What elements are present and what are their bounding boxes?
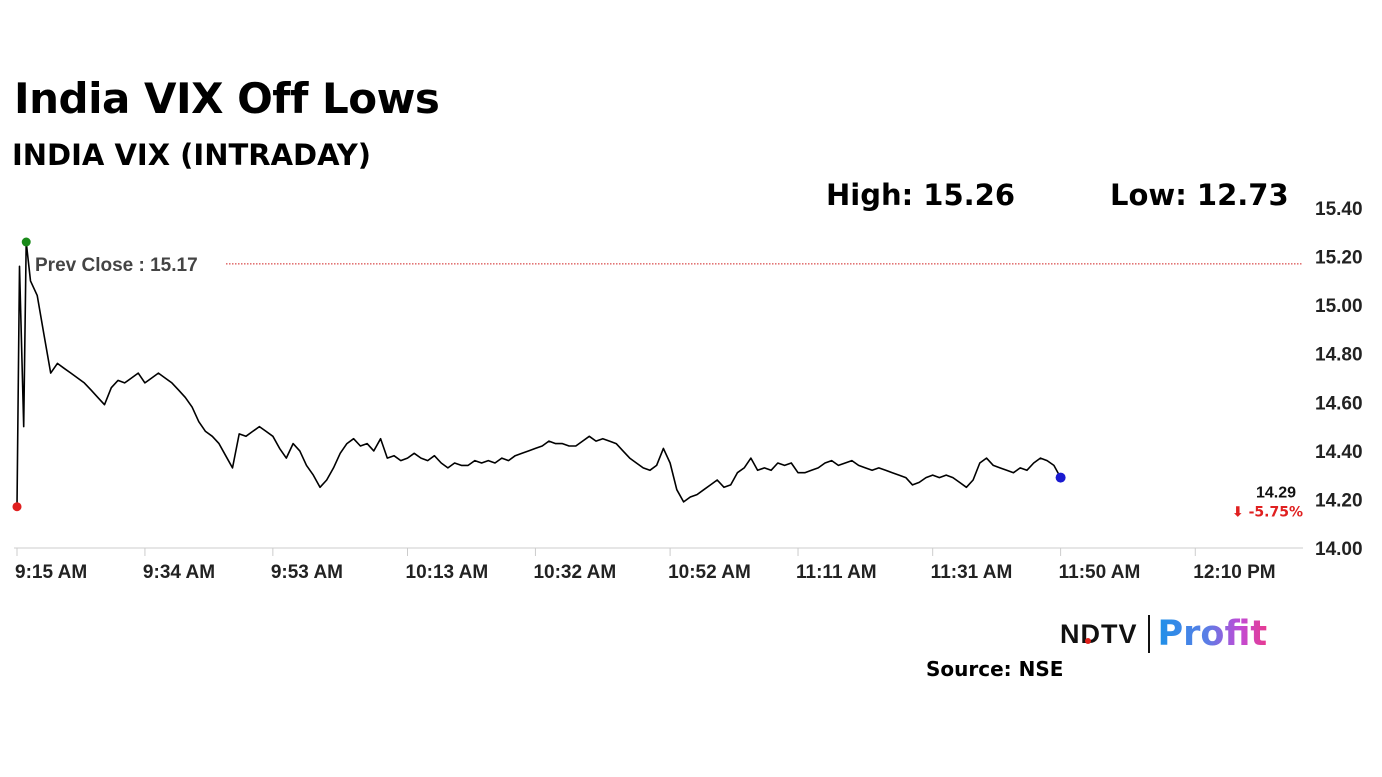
x-tick-label: 11:50 AM: [1059, 562, 1141, 583]
last-marker: [1055, 472, 1066, 483]
y-tick-label: 14.40: [1315, 442, 1363, 463]
x-tick-label: 10:32 AM: [533, 562, 616, 583]
y-tick-label: 14.60: [1315, 393, 1363, 414]
x-tick-label: 10:13 AM: [406, 562, 489, 583]
logo-red-dot: [1085, 637, 1091, 644]
logo-ndtv-text: NDTV: [1060, 618, 1138, 649]
prev-close-label: Prev Close : 15.17: [35, 255, 198, 276]
last-value-label: 14.29: [1256, 485, 1296, 502]
high-marker: [21, 237, 31, 247]
change-label: ⬇ -5.75%: [1232, 505, 1303, 521]
x-tick-label: 9:53 AM: [271, 562, 343, 583]
y-tick-label: 14.20: [1315, 490, 1363, 511]
x-tick-label: 9:15 AM: [15, 562, 87, 583]
logo-profit-text: Profit: [1157, 614, 1268, 654]
x-tick-label: 9:34 AM: [143, 562, 215, 583]
logo-divider: [1147, 615, 1150, 653]
ndtv-profit-logo: NDTV Profit: [1060, 612, 1267, 656]
low-value: Low: 12.73: [1110, 178, 1289, 212]
source-note: Source: NSE: [926, 657, 1064, 681]
y-tick-label: 15.40: [1315, 199, 1363, 220]
vix-series-line: [16, 241, 1062, 507]
chart-subtitle: INDIA VIX (INTRADAY): [12, 138, 372, 172]
high-value: High: 15.26: [826, 178, 1016, 212]
y-tick-label: 15.20: [1315, 248, 1363, 269]
y-tick-label: 14.00: [1315, 539, 1363, 560]
low-marker: [12, 502, 22, 512]
y-tick-label: 15.00: [1315, 296, 1363, 317]
chart-title: India VIX Off Lows: [14, 74, 440, 123]
y-tick-label: 14.80: [1315, 345, 1363, 366]
x-tick-label: 11:31 AM: [931, 562, 1013, 583]
x-tick-label: 11:11 AM: [796, 562, 877, 583]
x-tick-label: 12:10 PM: [1193, 562, 1275, 583]
x-tick-label: 10:52 AM: [668, 562, 751, 583]
